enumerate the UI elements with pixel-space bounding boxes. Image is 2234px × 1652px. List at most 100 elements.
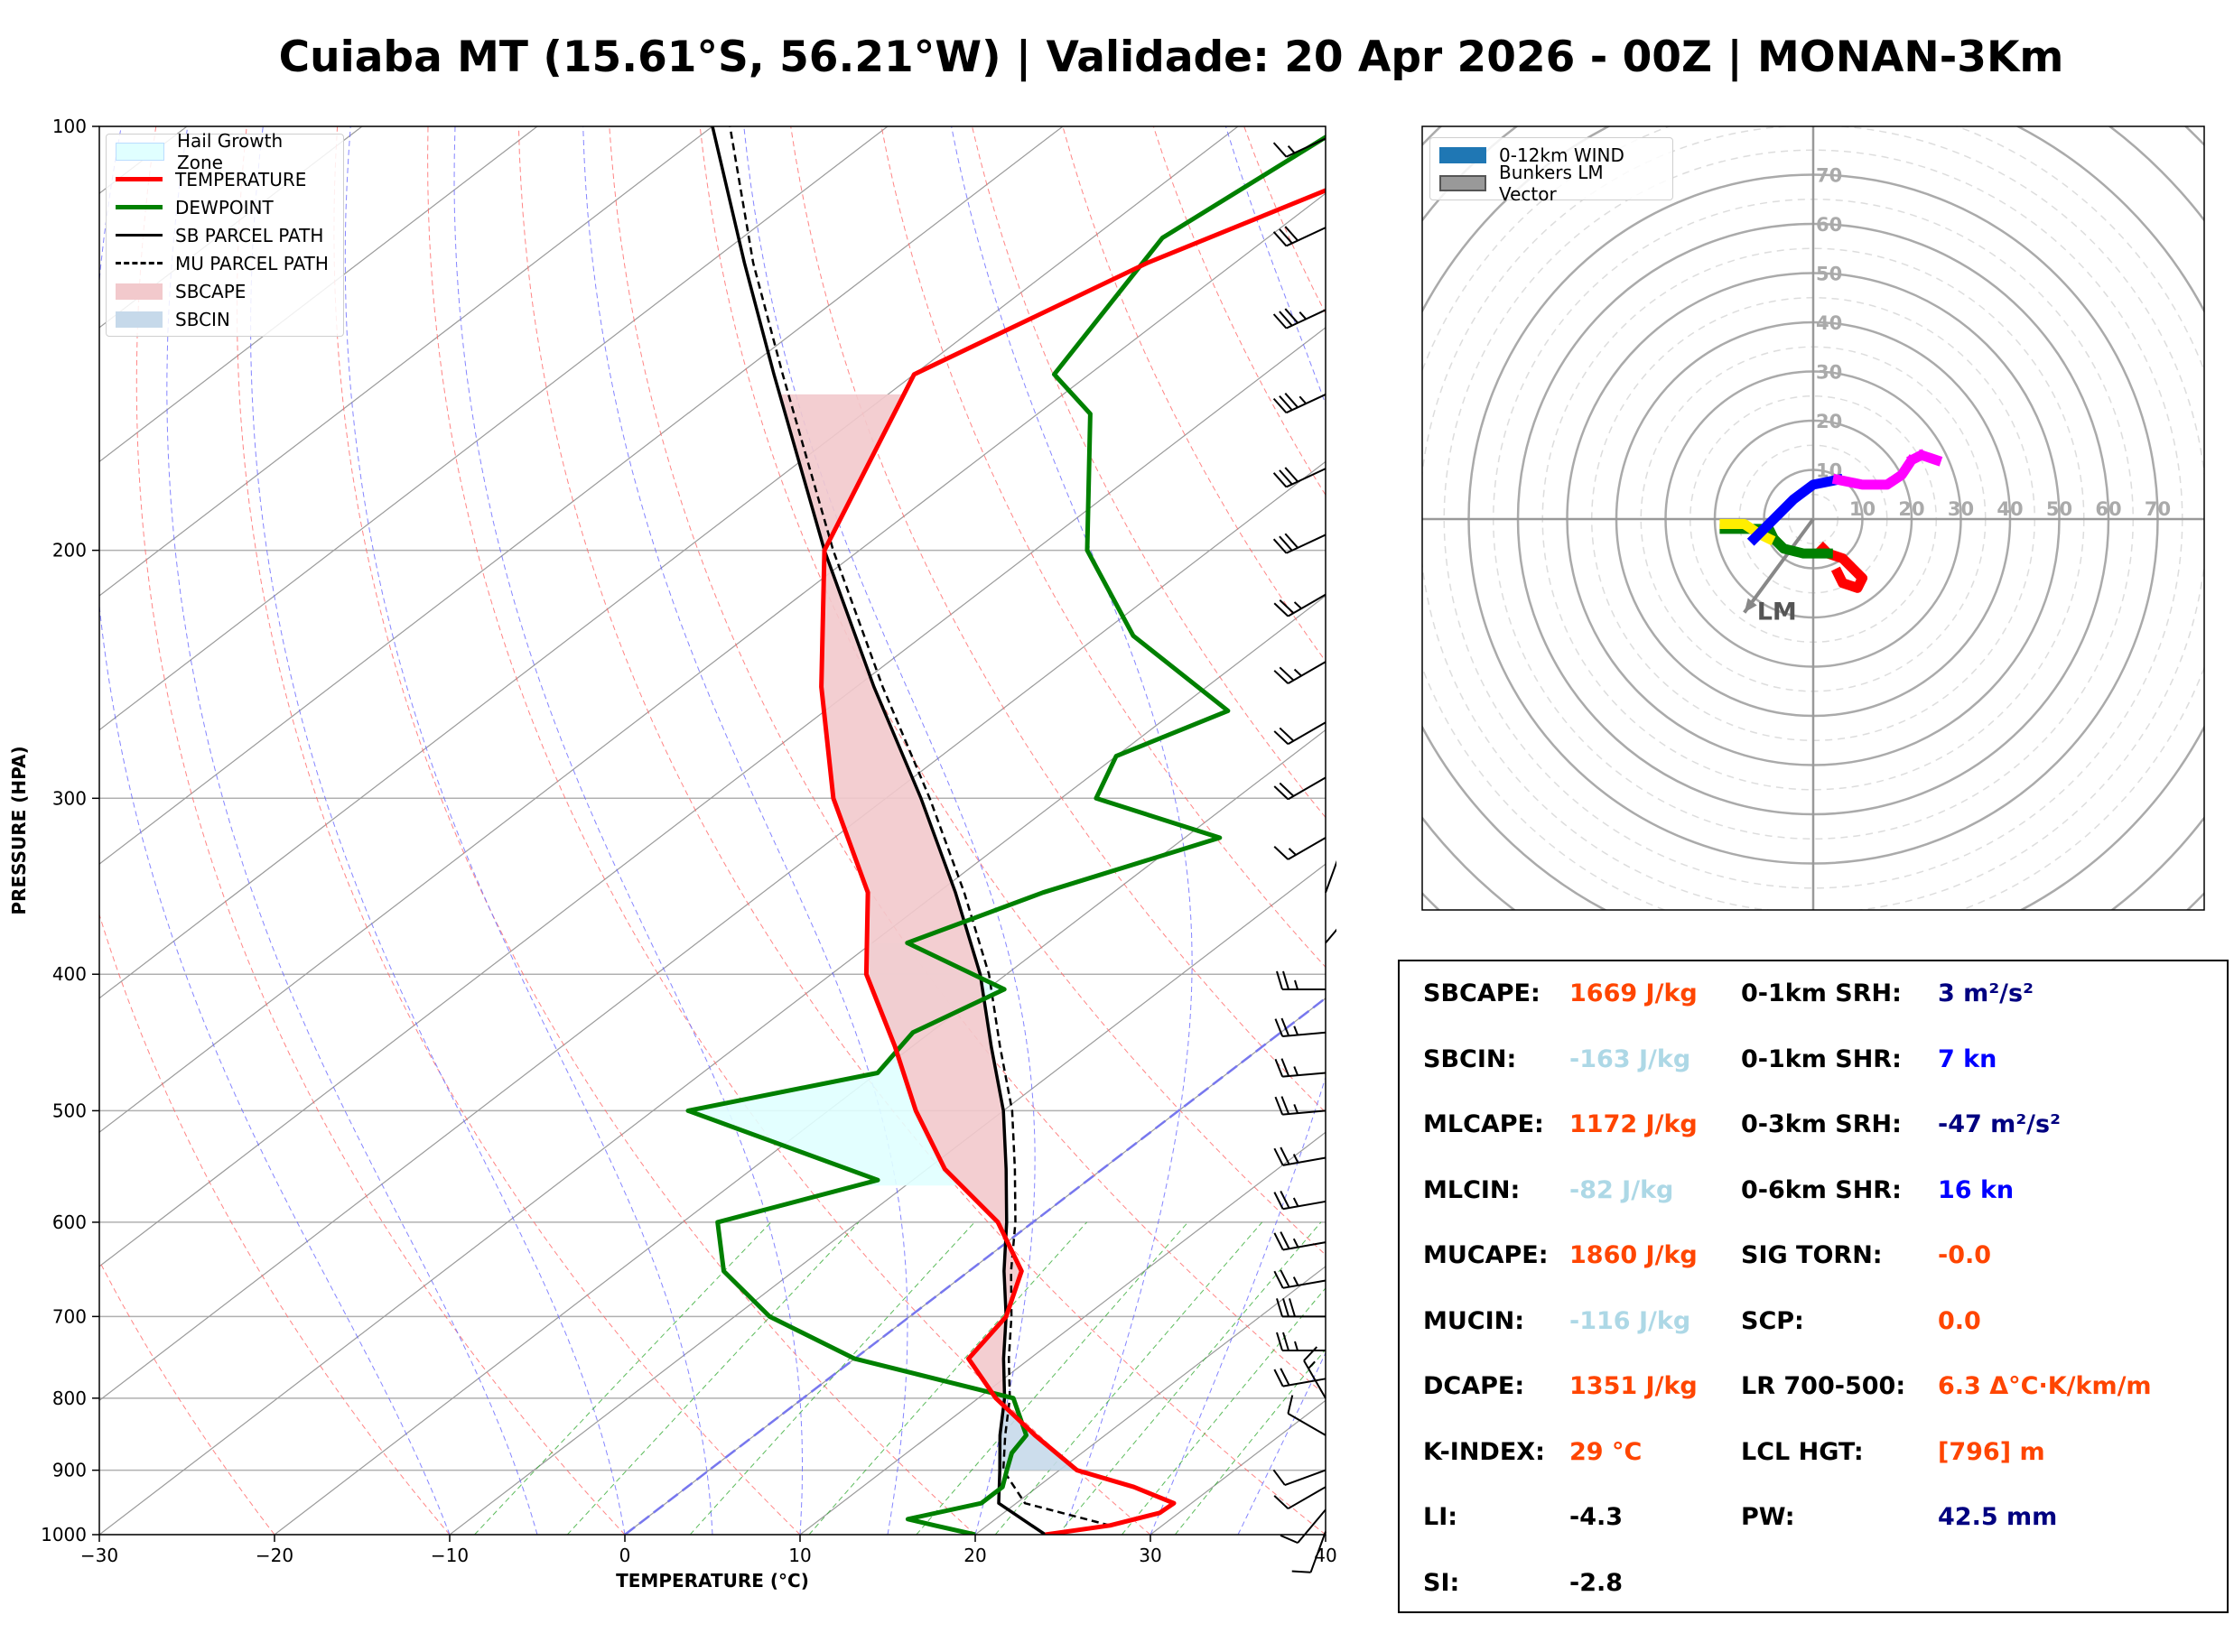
wind-barb-flag — [1282, 1298, 1289, 1317]
legend-entry: 0-12km WIND — [1430, 141, 1672, 169]
mixing-ratio-line — [566, 1221, 860, 1535]
wind-barb — [1273, 1368, 1326, 1387]
wind-barb-flag — [1280, 1534, 1299, 1545]
wind-barb-half — [1293, 1104, 1299, 1114]
right-param-label: 0-3km SRH: — [1741, 1110, 1902, 1138]
wind-barb — [1272, 137, 1326, 158]
wind-barb-flag — [1273, 602, 1289, 617]
wind-barb-half — [1293, 601, 1302, 609]
legend-label: 0-12km WIND — [1499, 144, 1624, 166]
y-tick-label: 300 — [52, 787, 87, 809]
right-param-value: -0.0 — [1938, 1241, 1992, 1269]
wind-barb-staff — [1287, 593, 1326, 617]
wind-barb-flag — [1280, 1368, 1290, 1386]
wind-barb — [1272, 1469, 1326, 1486]
wind-barb-staff — [1282, 1378, 1326, 1387]
right-param-value: 3 m²/s² — [1938, 979, 2034, 1007]
right-param-label: 0-1km SRH: — [1741, 979, 1902, 1007]
wind-barb-staff — [1287, 721, 1326, 746]
hodograph-ring-label: 50 — [1816, 264, 1842, 285]
x-axis-label: TEMPERATURE (°C) — [616, 1570, 809, 1592]
wind-barb — [1273, 1231, 1326, 1251]
wind-barb-flag — [1274, 1018, 1284, 1037]
y-tick-label: 900 — [52, 1460, 87, 1481]
y-tick-label: 700 — [52, 1305, 87, 1327]
right-param-label: LR 700-500: — [1741, 1372, 1906, 1400]
left-param-value: 1172 J/kg — [1569, 1110, 1698, 1138]
wind-barb-flag — [1273, 730, 1289, 745]
wind-barb-half — [1292, 1276, 1299, 1286]
x-tick-label: 40 — [1314, 1545, 1336, 1566]
wind-barb-staff — [1325, 859, 1336, 894]
right-param-label: LCL HGT: — [1741, 1437, 1864, 1466]
wind-barb-staff — [1309, 1531, 1326, 1573]
left-param-label: DCAPE: — [1423, 1372, 1525, 1400]
wind-barb-half — [1293, 1066, 1299, 1076]
legend-entry: TEMPERATURE — [107, 165, 343, 193]
wind-barb-staff — [1287, 1486, 1326, 1510]
wind-barb — [1273, 1269, 1326, 1289]
wind-barb-flag — [1273, 1495, 1289, 1509]
wind-barb-half — [1292, 1154, 1299, 1164]
right-param-label: 0-1km SHR: — [1741, 1044, 1902, 1073]
hodograph-ring-label: 40 — [1816, 312, 1842, 334]
legend-label: Bunkers LM Vector — [1499, 161, 1604, 205]
left-param-value: -2.8 — [1569, 1568, 1624, 1597]
isotherm-line — [99, 126, 1239, 999]
wind-barb — [1272, 308, 1326, 329]
dewpoint-line — [685, 135, 1326, 1535]
wind-barb-half — [1308, 1360, 1316, 1369]
dry-adiabat — [880, 126, 1326, 969]
legend-label: SBCIN — [175, 308, 230, 330]
wind-barb-flag — [1273, 1232, 1284, 1250]
x-tick-label: 30 — [1139, 1545, 1161, 1566]
right-param-value: 0.0 — [1938, 1306, 1981, 1335]
y-tick-label: 1000 — [41, 1524, 87, 1545]
right-param-value: [796] m — [1938, 1437, 2045, 1466]
chart-title: Cuiaba MT (15.61°S, 56.21°W) | Validade:… — [278, 32, 2064, 82]
wind-barb-flag — [1272, 397, 1288, 413]
wind-barb-half — [1292, 1238, 1299, 1248]
left-param-value: -163 J/kg — [1569, 1044, 1691, 1073]
wind-barb — [1273, 661, 1326, 684]
wind-barb-flag — [1279, 535, 1293, 552]
legend-entry: SBCAPE — [107, 277, 343, 305]
wind-barb-half — [1293, 668, 1302, 677]
wind-barb-flag — [1272, 231, 1288, 247]
moist-adiabat — [1237, 1351, 1326, 1535]
wind-barb — [1272, 393, 1326, 414]
wind-barb-staff — [1282, 1031, 1326, 1037]
wind-barb-staff — [1286, 534, 1326, 554]
moist-adiabat — [453, 126, 803, 1535]
x-tick-label: −30 — [80, 1545, 118, 1566]
right-param-label: 0-6km SHR: — [1741, 1175, 1902, 1204]
bunkers-lm-arrowhead — [1744, 598, 1757, 613]
hodograph-trace-blue — [1746, 473, 1844, 546]
sb-parcel-line — [711, 126, 1047, 1535]
wind-barb-staff — [1287, 1413, 1326, 1436]
left-param-value: -82 J/kg — [1569, 1175, 1674, 1204]
left-param-label: LI: — [1423, 1503, 1458, 1531]
wind-barb-flag — [1272, 313, 1288, 329]
wind-barb-flag — [1291, 1570, 1311, 1573]
isotherm-line — [799, 1131, 1326, 1535]
legend-entry: SB PARCEL PATH — [107, 221, 343, 249]
legend-label: Hail Growth Zone — [177, 129, 284, 173]
mixing-ratio-line — [474, 1221, 772, 1535]
wind-barb — [1272, 533, 1326, 554]
hodograph-ring-label: 40 — [1997, 498, 2023, 520]
legend-label: MU PARCEL PATH — [175, 252, 329, 274]
wind-barb-flag — [1280, 1146, 1290, 1165]
wind-barb-half — [1299, 311, 1307, 320]
wind-barb-flag — [1280, 1231, 1290, 1249]
left-param-label: MUCIN: — [1423, 1306, 1525, 1335]
hodograph-ring-label: 60 — [2095, 498, 2121, 520]
moist-adiabat — [1150, 126, 1326, 1535]
wind-barb-staff — [1282, 1072, 1326, 1078]
wind-barb-staff — [1282, 1200, 1326, 1211]
x-tick-label: 0 — [619, 1545, 631, 1566]
wind-barb-half — [1293, 1026, 1299, 1035]
wind-barb-flag — [1274, 1096, 1284, 1115]
